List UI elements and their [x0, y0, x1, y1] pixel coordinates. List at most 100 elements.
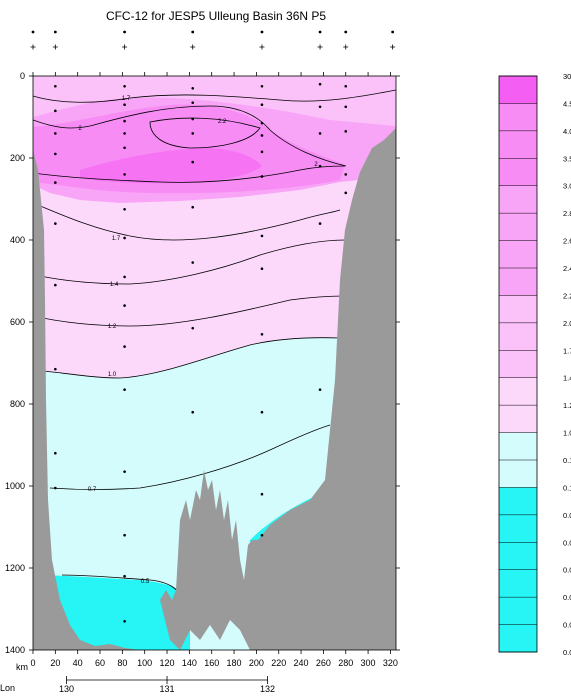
seafloor-bathymetry [33, 128, 396, 650]
sample-point [344, 173, 348, 176]
plot-area [33, 76, 396, 650]
sample-point [191, 101, 195, 104]
colorbar-label: 2.800 [563, 209, 571, 218]
sample-point [54, 109, 57, 113]
sample-dots [54, 82, 348, 623]
contour-label: 1.4 [110, 282, 119, 288]
sample-point [54, 486, 57, 490]
sample-point [260, 121, 264, 125]
contour-label: 1.7 [122, 96, 131, 102]
station-markers [30, 30, 396, 50]
colorbar-swatch [499, 405, 537, 434]
contour-label: 0.7 [88, 487, 97, 493]
colorbar-swatch [499, 432, 537, 461]
contour-line-1.7-lower [33, 202, 341, 241]
sample-point [191, 205, 195, 209]
x-axis-label: km [16, 662, 28, 672]
sample-point [318, 388, 322, 391]
sample-point [344, 105, 348, 109]
sample-point [123, 304, 126, 307]
sample-point [344, 191, 348, 195]
station-dot [344, 30, 348, 34]
x-tick-label: 180 [227, 658, 242, 668]
x-tick-label: 20 [50, 658, 60, 668]
x-axis: 0 20 40 60 80 100 120 140 160 180 200 220 240 260 280 3… [30, 72, 398, 668]
colorbar-label: 0.010 [563, 593, 571, 602]
station-dot [260, 30, 264, 34]
colorbar-label: 0.000 [563, 648, 571, 657]
station-dot [191, 30, 195, 34]
sample-point [260, 150, 264, 154]
sample-point [191, 410, 195, 414]
sample-point [54, 451, 57, 455]
colorbar-swatch [499, 213, 537, 242]
x-tick-label: 260 [316, 658, 331, 668]
sample-point [54, 283, 57, 287]
x-tick-label: 240 [294, 658, 309, 668]
y-tick-label: 1400 [5, 645, 25, 655]
sample-point [260, 410, 264, 414]
sample-point [123, 146, 126, 150]
colorbar-swatch [499, 268, 537, 296]
contour-label: 1.7 [112, 236, 121, 242]
colorbar-label: 2.200 [563, 291, 571, 300]
colorbar-swatch [499, 460, 537, 488]
colorbar-swatch [499, 624, 537, 653]
longitude-tick-label: 130 [59, 684, 74, 694]
sample-point [260, 234, 264, 238]
sample-point [123, 620, 126, 623]
x-tick-label: 300 [361, 658, 376, 668]
colorbar-swatch [499, 158, 537, 187]
y-tick-label: 1200 [5, 563, 25, 573]
x-tick-label: 280 [338, 658, 353, 668]
y-tick-label: 800 [10, 399, 25, 409]
sample-point [123, 470, 126, 473]
y-tick-label: 400 [10, 235, 25, 245]
sample-point [54, 84, 57, 88]
longitude-tick-label: 131 [160, 684, 175, 694]
colorbar-label: 2.400 [563, 264, 571, 273]
station-marker [122, 44, 128, 50]
sample-point [191, 160, 195, 164]
y-tick-label: 600 [10, 317, 25, 327]
y-tick-label: 200 [10, 153, 25, 163]
x-tick-label: 80 [117, 658, 127, 668]
sample-point [260, 84, 264, 88]
y-tick-label: 0 [20, 71, 25, 81]
sample-point [191, 117, 195, 121]
sample-point [123, 132, 126, 135]
x-tick-label: 100 [137, 658, 152, 668]
x-tick-label: 0 [30, 658, 35, 668]
colorbar-label: 3.500 [563, 154, 571, 163]
colorbar-label: 3.000 [563, 182, 571, 191]
colorbar-label: 1.400 [563, 374, 571, 383]
x-tick-label: 40 [73, 658, 83, 668]
colorbar: 30.000 4.500 4.000 3.500 3.000 2.800 2.600 2.40… [498, 72, 571, 657]
colorbar-label: 0.015 [563, 566, 571, 575]
colorbar-swatch [499, 295, 537, 324]
sample-point [54, 181, 57, 184]
station-dot [31, 30, 35, 34]
contour-label: 1.0 [108, 372, 117, 378]
contour-line-1.2 [33, 295, 346, 327]
y-axis: 0 200 400 600 800 1000 1200 1400 [5, 71, 400, 655]
longitude-axis: 130 131 132 [59, 676, 275, 694]
colorbar-swatch [499, 130, 537, 159]
contour-line-1.4 [39, 239, 346, 285]
colorbar-swatch [499, 597, 537, 626]
sample-point [191, 87, 195, 90]
colorbar-swatch [499, 185, 537, 214]
colorbar-label: 2.600 [563, 237, 571, 246]
colorbar-label: 0.005 [563, 621, 571, 630]
contour-label: 2.2 [218, 119, 227, 125]
sample-point [318, 105, 322, 109]
sample-point [318, 132, 322, 135]
colorbar-label: 0.130 [563, 483, 571, 492]
colorbar-label: 0.090 [563, 511, 571, 520]
contour-label: 2 [314, 162, 318, 168]
sample-point [123, 119, 126, 123]
contour-label: 1.2 [108, 324, 117, 330]
colorbar-swatch [499, 240, 537, 269]
y-tick-label: 1000 [5, 481, 25, 491]
